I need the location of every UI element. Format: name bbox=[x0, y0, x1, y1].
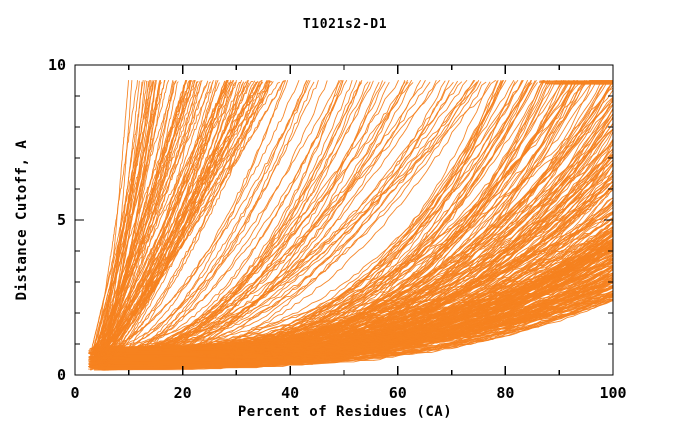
series-curve bbox=[89, 272, 614, 367]
x-axis-title: Percent of Residues (CA) bbox=[238, 404, 452, 420]
series-curve bbox=[91, 80, 269, 355]
series-curve bbox=[94, 80, 227, 350]
series-curve bbox=[101, 82, 263, 348]
series-curve bbox=[96, 80, 144, 359]
series-curve bbox=[92, 81, 154, 353]
series-curve bbox=[99, 80, 256, 368]
x-tick-label: 0 bbox=[70, 384, 79, 402]
series-curve bbox=[89, 80, 340, 354]
series-layer bbox=[88, 80, 614, 371]
axis-tick-labels: 0 20 40 60 80 100 0 5 10 bbox=[48, 56, 627, 402]
x-tick-label: 100 bbox=[599, 384, 626, 402]
series-curve bbox=[93, 80, 187, 352]
y-tick-label: 5 bbox=[57, 211, 66, 229]
series-curve bbox=[100, 273, 614, 360]
series-curve bbox=[106, 80, 165, 370]
series-curve bbox=[97, 101, 614, 350]
page-title: T1021s2-D1 bbox=[303, 17, 387, 32]
series-curve bbox=[96, 183, 614, 348]
series-curve bbox=[98, 80, 148, 354]
series-curve bbox=[91, 285, 614, 354]
series-curve bbox=[99, 81, 482, 350]
series-curve bbox=[93, 80, 319, 357]
series-curve bbox=[94, 80, 138, 357]
series-curve bbox=[99, 275, 614, 367]
series-curve bbox=[106, 142, 614, 352]
x-tick-label: 20 bbox=[174, 384, 192, 402]
x-tick-label: 60 bbox=[389, 384, 407, 402]
series-curve bbox=[91, 80, 191, 359]
series-curve bbox=[101, 80, 308, 357]
series-curve bbox=[90, 296, 614, 362]
series-curve bbox=[102, 81, 272, 368]
series-curve bbox=[106, 80, 268, 366]
series-curve bbox=[103, 138, 614, 352]
series-curve bbox=[94, 244, 614, 365]
series-curve bbox=[100, 295, 614, 361]
y-tick-label: 0 bbox=[57, 366, 66, 384]
series-curve bbox=[101, 80, 468, 351]
series-curve bbox=[98, 80, 271, 368]
series-curve bbox=[103, 217, 614, 349]
x-tick-label: 80 bbox=[496, 384, 514, 402]
series-curve bbox=[96, 247, 614, 363]
series-curve bbox=[98, 81, 143, 367]
y-axis-title: Distance Cutoff, A bbox=[14, 140, 30, 301]
series-curve bbox=[93, 80, 162, 347]
series-curve bbox=[100, 80, 496, 349]
series-curve bbox=[99, 83, 202, 363]
y-tick-label: 10 bbox=[48, 56, 66, 74]
series-curve bbox=[92, 80, 203, 348]
axis-ticks bbox=[74, 64, 614, 376]
series-curve bbox=[102, 80, 195, 353]
series-curve bbox=[102, 80, 258, 355]
series-curve bbox=[102, 81, 229, 360]
series-curve bbox=[93, 80, 263, 361]
series-curve bbox=[93, 298, 614, 369]
x-tick-label: 40 bbox=[281, 384, 299, 402]
series-curve bbox=[97, 89, 614, 351]
series-curve bbox=[99, 82, 244, 364]
series-curve bbox=[88, 82, 477, 355]
series-curve bbox=[95, 80, 193, 346]
series-curve bbox=[95, 82, 231, 356]
series-curve bbox=[90, 263, 614, 358]
series-curve bbox=[100, 82, 242, 357]
series-curve bbox=[100, 80, 191, 357]
series-curve bbox=[96, 80, 162, 348]
